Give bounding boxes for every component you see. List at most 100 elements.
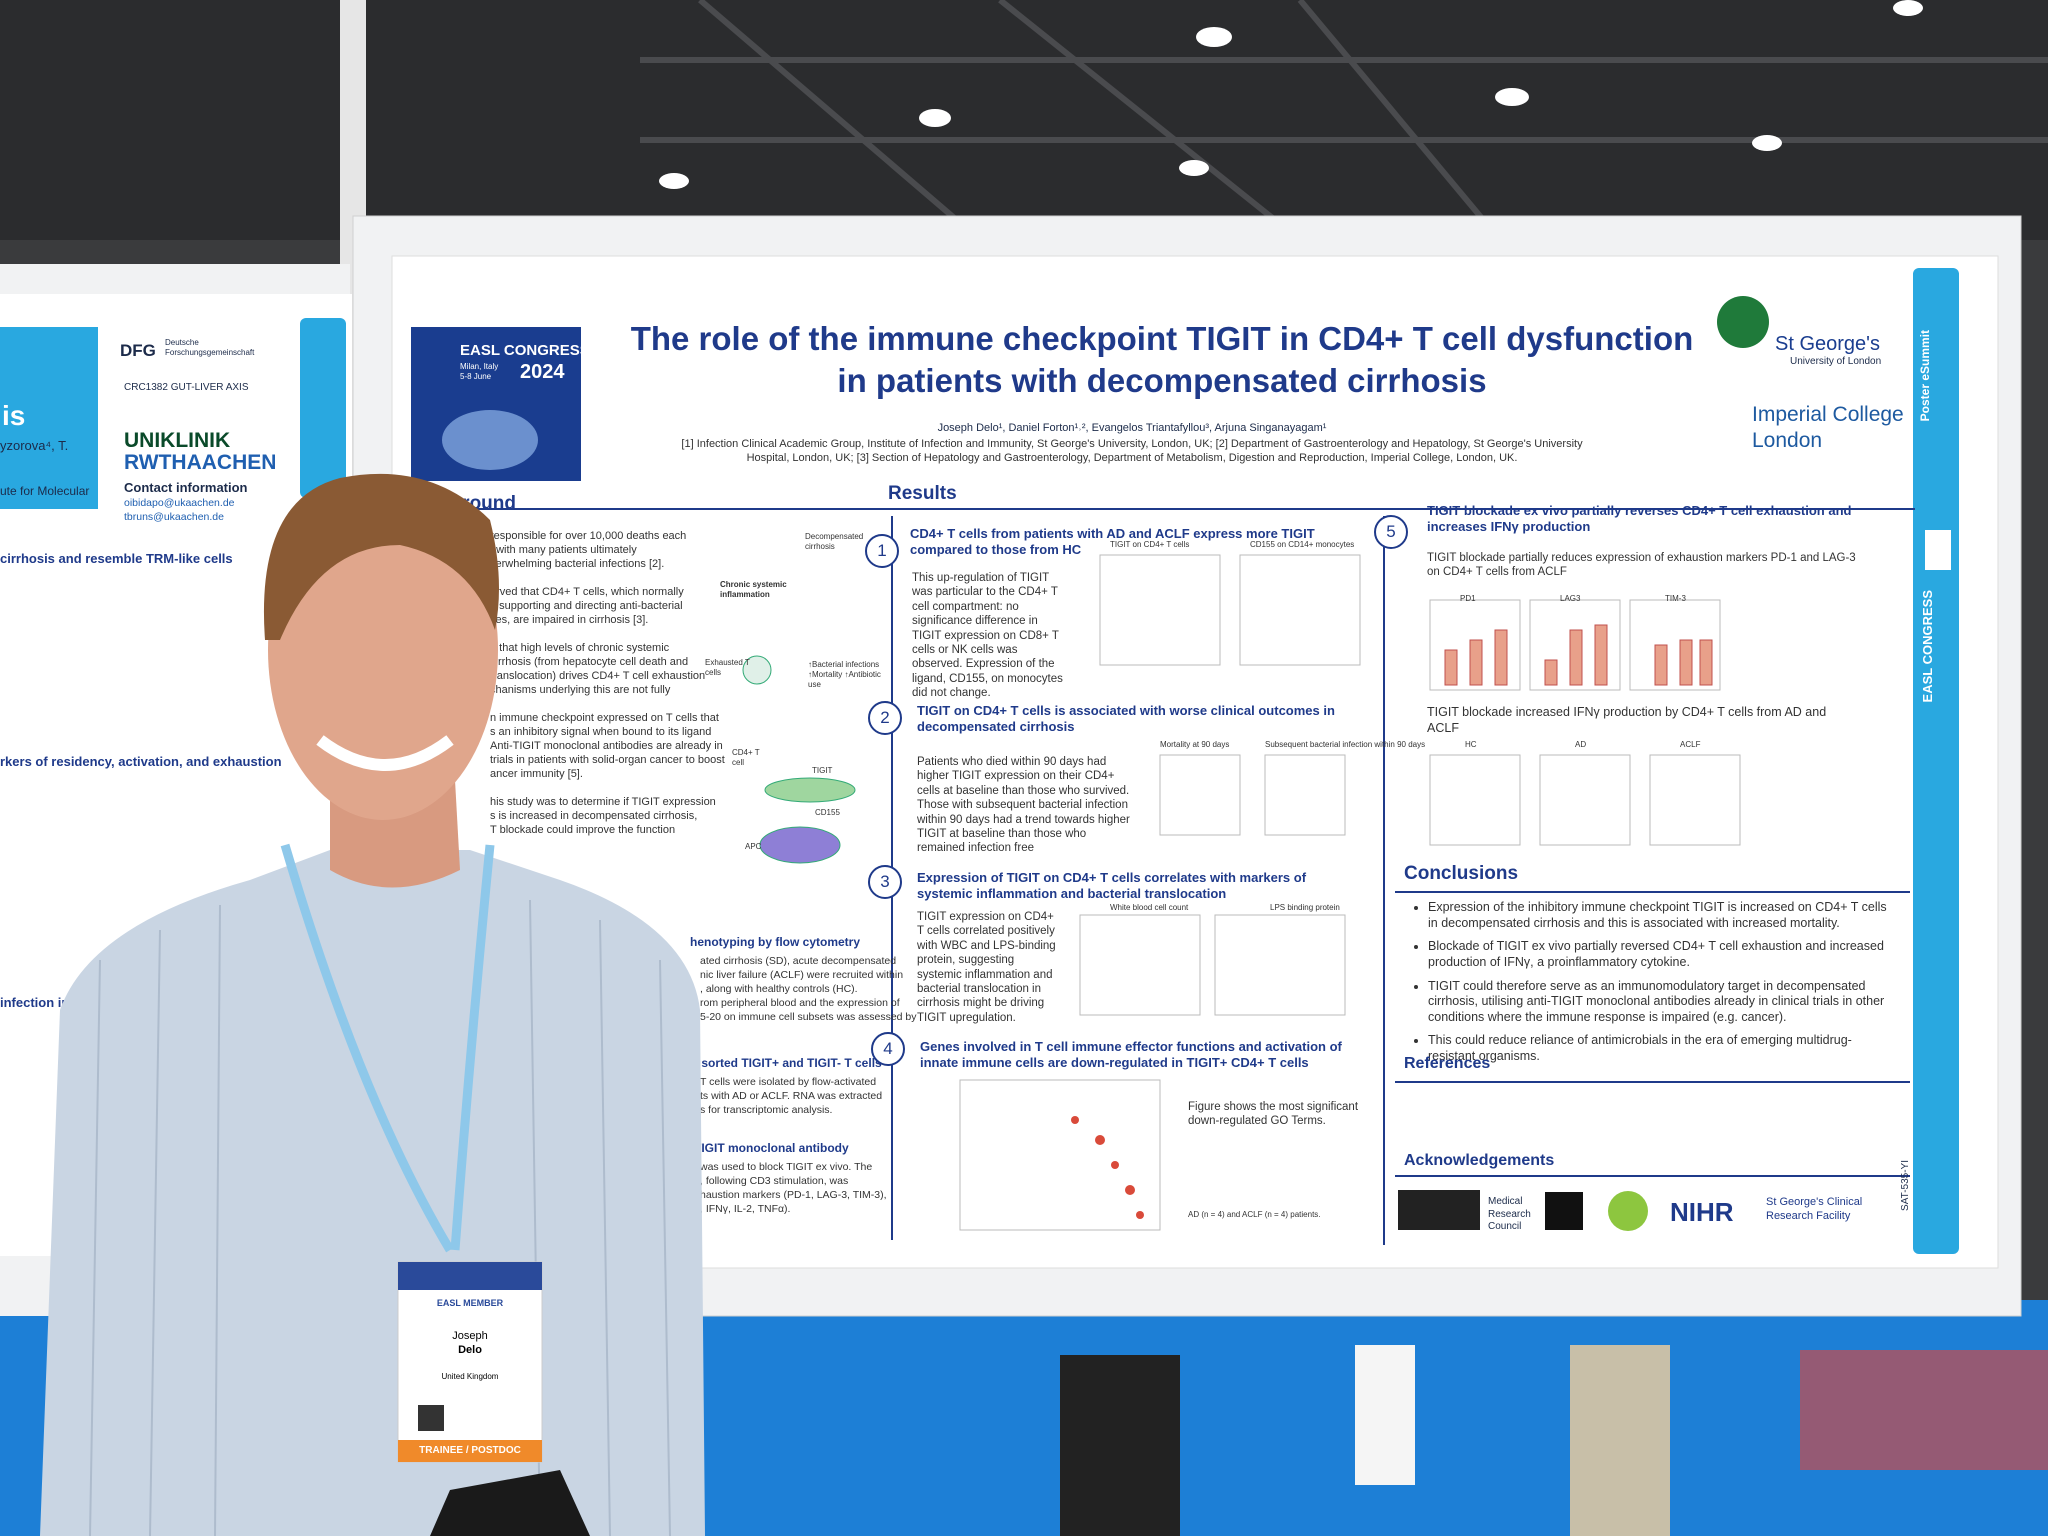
congress-dates: 5-8 June — [460, 372, 492, 381]
section-number: 2 — [868, 701, 902, 735]
text-line: cirrhosis (from hepatocyte cell death an… — [490, 656, 689, 668]
st-georges-crest — [1717, 296, 1769, 348]
diagram-label: Chronic systemic inflammation — [720, 580, 787, 599]
panel-title: Mortality at 90 days — [1160, 740, 1230, 749]
text-line: s for transcriptomic analysis. — [700, 1104, 833, 1116]
text-line: was used to block TIGIT ex vivo. The — [700, 1161, 873, 1173]
left-title-box — [0, 327, 98, 509]
text-line: d that high levels of chronic systemic — [490, 642, 670, 654]
figure-frames — [959, 554, 1741, 1231]
text-line: 5-20 on immune cell subsets was assessed… — [700, 1011, 917, 1023]
badge-last-name: Delo — [458, 1344, 482, 1356]
text-line: erved that CD4+ T cells, which normally — [490, 586, 684, 598]
method-text: T cells were isolated by flow-activated t… — [700, 1076, 882, 1118]
text-line: haustion markers (PD-1, LAG-3, TIM-3), — [700, 1189, 887, 1201]
method-text: ated cirrhosis (SD), acute decompensated… — [700, 955, 917, 1025]
text-line: rom peripheral blood and the expression … — [700, 997, 900, 1009]
lanyard — [280, 843, 495, 1253]
congress-place: Milan, Italy — [460, 362, 499, 371]
go-dots — [1071, 1116, 1144, 1219]
email: tbruns@ukaachen.de — [124, 511, 224, 523]
text-line: T blockade could improve the function — [490, 824, 676, 836]
poster-title: in patients with decompensated cirrhosis — [837, 362, 1487, 399]
panel-title: TIM-3 — [1665, 594, 1686, 603]
text-line: translocation) drives CD4+ T cell exhaus… — [490, 670, 706, 682]
badge-country: United Kingdom — [441, 1372, 499, 1381]
panel-title: AD — [1575, 740, 1587, 749]
result-text: Figure shows the most significant down-r… — [1188, 1101, 1359, 1128]
section-heading: References — [1404, 1055, 1491, 1072]
left-title: is — [2, 400, 26, 431]
figure-boxes — [1444, 624, 1713, 686]
ceiling-lights — [659, 0, 1923, 189]
conclusion-item: TIGIT could therefore serve as an immuno… — [1428, 979, 1898, 1026]
dfg-name: Deutsche Forschungsgemeinschaft — [165, 338, 255, 357]
section-heading: Conclusions — [1404, 863, 1519, 884]
result-text: Patients who died within 90 days had hig… — [917, 756, 1130, 855]
dividers — [470, 508, 1915, 1245]
section-number: 3 — [868, 865, 902, 899]
st-georges-sub: University of London — [1790, 356, 1882, 367]
text-line: ancer immunity [5]. — [490, 768, 583, 780]
panel-title: TIGIT on CD4+ T cells — [1110, 540, 1190, 549]
panel-title: Subsequent bacterial infection within 90… — [1265, 740, 1426, 749]
text-line: s is increased in decompensated cirrhosi… — [490, 810, 698, 822]
left-authors: yzorova⁴, T. — [0, 438, 69, 453]
diagram-label: CD4+ T cell — [732, 748, 760, 767]
section-number: 4 — [871, 1032, 905, 1066]
panel-title: HC — [1465, 740, 1477, 749]
panel-title: ACLF — [1680, 740, 1701, 749]
result-heading: CD4+ T cells from patients with AD and A… — [910, 526, 1315, 558]
diagram-label: Decompensated cirrhosis — [805, 532, 864, 551]
results-heading: Results — [888, 483, 957, 504]
conclusion-item: Blockade of TIGIT ex vivo partially reve… — [1428, 939, 1898, 970]
ifng-text: TIGIT blockade increased IFNγ production… — [1427, 705, 1827, 735]
smile — [316, 735, 454, 771]
badge-qr — [418, 1405, 444, 1431]
badge-role-band — [398, 1440, 542, 1462]
conclusion-item: Expression of the inhibitory immune chec… — [1428, 900, 1898, 931]
panel-title: PD1 — [1460, 594, 1476, 603]
conclusions-list: Expression of the inhibitory immune chec… — [1410, 900, 1898, 1073]
side-banner — [1913, 268, 1959, 1254]
badge-role: TRAINEE / POSTDOC — [419, 1445, 521, 1456]
text-line: verwhelming bacterial infections [2]. — [490, 558, 665, 570]
badge-first-name: Joseph — [452, 1330, 488, 1342]
qr-code — [1925, 530, 1951, 570]
poster-title: The role of the immune checkpoint TIGIT … — [630, 320, 1694, 357]
authors: Joseph Delo¹, Daniel Forton¹˒², Evangelo… — [937, 422, 1327, 434]
panel-title: AD (n = 4) and ACLF (n = 4) patients. — [1188, 1210, 1321, 1219]
congress-name: EASL CONGRESS — [460, 342, 590, 359]
text-line: , IFNγ, IL-2, TNFα). — [700, 1203, 791, 1215]
panel-title: LAG3 — [1560, 594, 1581, 603]
method-text: was used to block TIGIT ex vivo. The , fo… — [700, 1161, 887, 1217]
contact-heading: Contact information — [124, 480, 248, 495]
st-georges: St George's — [1775, 333, 1880, 355]
result-heading: Genes involved in T cell immune effector… — [920, 1039, 1342, 1071]
funder: Medical Research Council — [1488, 1196, 1531, 1232]
left-institute: ute for Molecular — [0, 484, 90, 498]
panel-title: LPS binding protein — [1270, 903, 1340, 912]
panel-title: CD155 on CD14+ monocytes — [1250, 540, 1355, 549]
section-number: 1 — [865, 534, 899, 568]
text-line: s an inhibitory signal when bound to its… — [490, 726, 712, 738]
result-text: TIGIT blockade partially reduces express… — [1427, 552, 1856, 579]
diagram-shapes — [742, 655, 856, 864]
section-number: 5 — [1374, 515, 1408, 549]
text-line: nic liver failure (ACLF) were recruited … — [700, 969, 904, 981]
left-side-banner — [300, 318, 346, 498]
conclusion-item: This could reduce reliance of antimicrob… — [1428, 1033, 1898, 1064]
text-line: , along with healthy controls (HC). — [700, 983, 858, 995]
result-heading: TIGIT on CD4+ T cells is associated with… — [917, 703, 1335, 735]
visitor-legs-3 — [1570, 1345, 1670, 1536]
diagram-label: ↑Bacterial infections ↑Mortality ↑Antibi… — [808, 660, 881, 689]
text-line: T cells were isolated by flow-activated — [700, 1076, 877, 1088]
hair — [263, 473, 499, 640]
left-heading: cirrhosis and resemble TRM-like cells — [0, 551, 233, 566]
belt — [430, 1470, 590, 1536]
diagram-label: CD155 — [815, 808, 840, 817]
text-line: ts with AD or ACLF. RNA was extracted — [700, 1090, 883, 1102]
method-heading: S sorted TIGIT+ and TIGIT- T cells — [690, 1056, 882, 1070]
panel-title: White blood cell count — [1110, 903, 1189, 912]
